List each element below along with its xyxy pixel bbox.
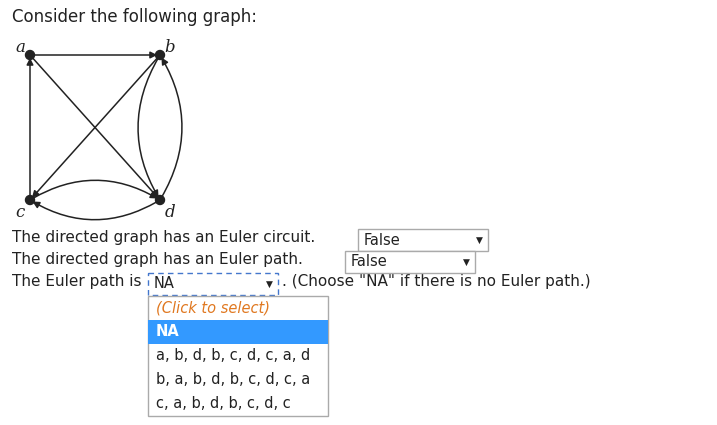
FancyBboxPatch shape — [148, 273, 278, 295]
FancyBboxPatch shape — [148, 320, 328, 344]
Text: b: b — [165, 39, 176, 56]
Text: False: False — [351, 255, 388, 269]
FancyBboxPatch shape — [345, 251, 475, 273]
FancyBboxPatch shape — [148, 296, 328, 416]
Text: Consider the following graph:: Consider the following graph: — [12, 8, 257, 26]
Circle shape — [156, 196, 164, 204]
Text: ▼: ▼ — [475, 235, 483, 244]
Text: a: a — [15, 39, 25, 56]
Text: NA: NA — [156, 325, 180, 340]
FancyBboxPatch shape — [358, 229, 488, 251]
Circle shape — [156, 51, 164, 60]
Circle shape — [26, 196, 34, 204]
Text: The directed graph has an Euler circuit.: The directed graph has an Euler circuit. — [12, 230, 315, 245]
Text: (Click to select): (Click to select) — [156, 300, 270, 315]
Circle shape — [26, 51, 34, 60]
Text: ▼: ▼ — [462, 258, 470, 266]
Text: a, b, d, b, c, d, c, a, d: a, b, d, b, c, d, c, a, d — [156, 348, 310, 363]
Text: . (Choose "NA" if there is no Euler path.): . (Choose "NA" if there is no Euler path… — [282, 274, 591, 289]
Text: ▼: ▼ — [265, 280, 272, 289]
Text: c: c — [15, 204, 24, 221]
Text: The Euler path is: The Euler path is — [12, 274, 141, 289]
Text: The directed graph has an Euler path.: The directed graph has an Euler path. — [12, 252, 303, 267]
Text: d: d — [165, 204, 176, 221]
Text: False: False — [364, 232, 401, 247]
Text: NA: NA — [154, 277, 175, 292]
Text: b, a, b, d, b, c, d, c, a: b, a, b, d, b, c, d, c, a — [156, 372, 310, 388]
Text: c, a, b, d, b, c, d, c: c, a, b, d, b, c, d, c — [156, 397, 291, 411]
